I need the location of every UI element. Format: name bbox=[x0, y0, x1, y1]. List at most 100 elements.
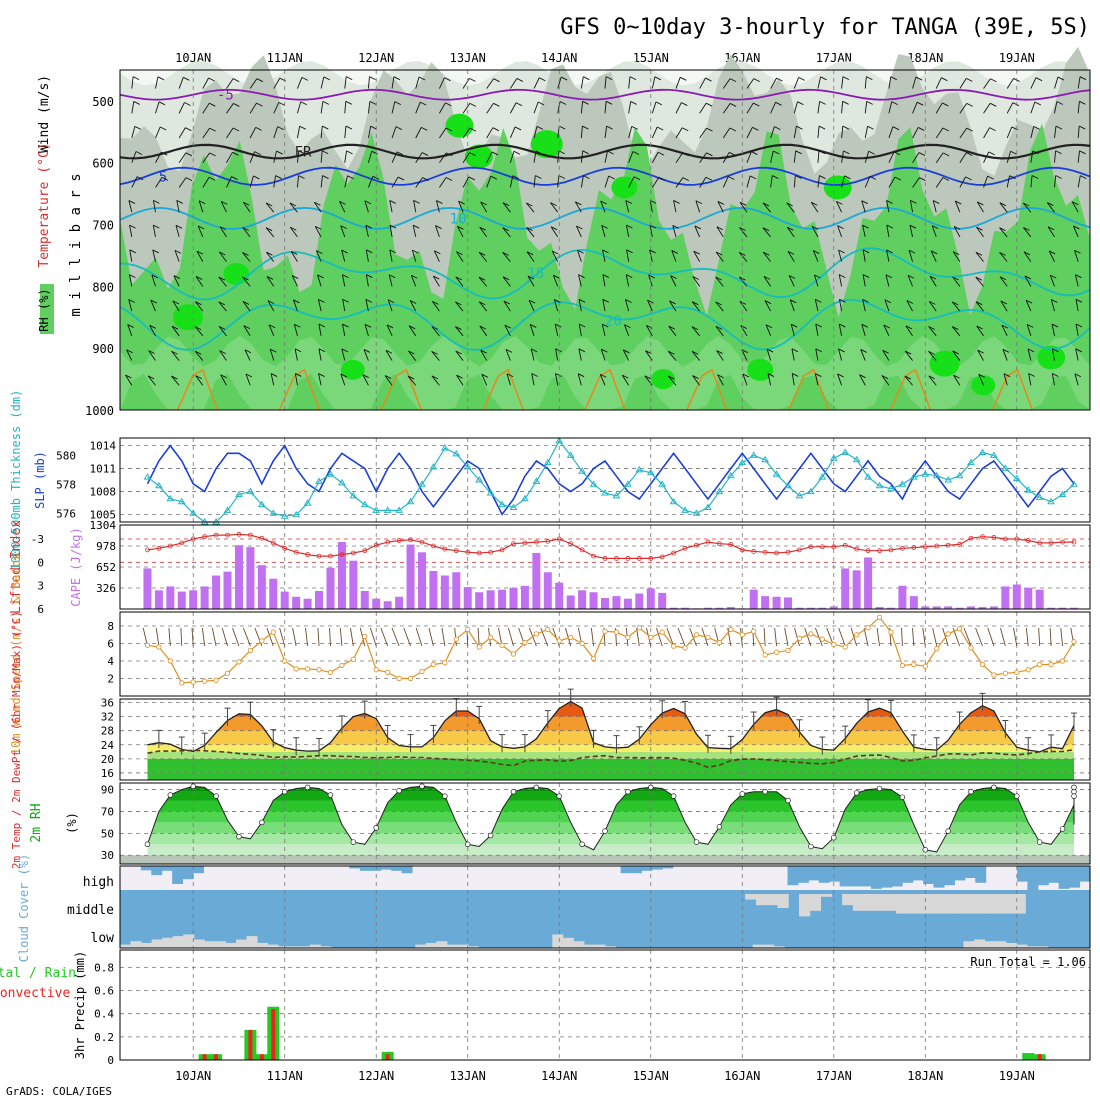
rh-point bbox=[281, 789, 288, 795]
wind-barb bbox=[837, 373, 843, 386]
wind-barb bbox=[604, 150, 608, 163]
wind-barb-flag bbox=[629, 76, 637, 81]
wind-barb-flag bbox=[129, 249, 136, 254]
cape-bar bbox=[886, 607, 895, 609]
rh-tick-50: 50 bbox=[101, 827, 114, 840]
wind-barb-flag bbox=[907, 274, 915, 279]
wind-barb bbox=[600, 200, 606, 213]
wind-barb-flag bbox=[631, 125, 638, 130]
wind-barb bbox=[860, 349, 866, 361]
wind-barb-flag bbox=[1001, 324, 1008, 329]
wind-barb-flag bbox=[322, 175, 329, 179]
wind-barbs bbox=[125, 76, 1087, 386]
wind-speed-point bbox=[865, 625, 871, 631]
cloud-high-cell bbox=[787, 866, 799, 886]
wind-barb-flag bbox=[148, 350, 155, 355]
wind-barb bbox=[601, 225, 606, 238]
wind-barb-flag bbox=[396, 151, 404, 156]
rh-point bbox=[808, 843, 814, 850]
cape-bar bbox=[829, 606, 838, 609]
pressure-tick-600: 600 bbox=[92, 157, 114, 171]
wind-barb-flag bbox=[365, 298, 373, 303]
wind-barb-flag bbox=[195, 350, 202, 355]
wind-barb bbox=[672, 225, 677, 238]
wind-speed-point bbox=[888, 629, 894, 635]
wind-barb-flag bbox=[468, 176, 475, 181]
cloud-middle-gap bbox=[993, 894, 1005, 914]
wind-barb bbox=[864, 176, 871, 188]
date-label-bottom-10jan: 10JAN bbox=[175, 1069, 211, 1083]
wind-barb bbox=[930, 250, 937, 262]
cape-bar bbox=[486, 590, 495, 609]
wind-barb-flag bbox=[607, 150, 614, 155]
cape-bar bbox=[337, 542, 346, 609]
wind-barb-flag bbox=[928, 350, 935, 355]
wind-barb bbox=[344, 150, 347, 163]
cloud-high-cell bbox=[943, 866, 955, 886]
rh-max-blob-9 bbox=[823, 175, 852, 200]
precip-convective-bar bbox=[259, 1054, 264, 1060]
wind-barb-flag bbox=[582, 100, 589, 105]
wind-barb-flag bbox=[729, 103, 737, 107]
wind-barb bbox=[202, 102, 210, 114]
thickness-point bbox=[189, 509, 198, 516]
thickness-point bbox=[372, 506, 381, 513]
cape-bar bbox=[864, 557, 873, 609]
wind-barb-flag bbox=[502, 276, 510, 281]
rh-tick-90: 90 bbox=[101, 784, 114, 797]
wind-barb-flag bbox=[837, 225, 844, 230]
wind-barb-flag bbox=[209, 102, 216, 107]
wind-barb bbox=[411, 249, 417, 262]
wind-barb-flag bbox=[184, 102, 191, 106]
cape-bar bbox=[463, 587, 472, 609]
thickness-point bbox=[589, 480, 598, 487]
cloud-high-cell bbox=[370, 866, 382, 871]
wind-barb-flag bbox=[293, 299, 300, 304]
wind-barb bbox=[313, 202, 322, 213]
wind-barb bbox=[815, 348, 819, 361]
wind-barb-flag bbox=[818, 150, 826, 155]
wind-barb bbox=[762, 251, 771, 262]
wind-barb bbox=[578, 348, 582, 361]
wind-barb bbox=[838, 323, 843, 336]
cloud-frame bbox=[119, 865, 1091, 949]
wind-barb-flag bbox=[786, 202, 793, 207]
wind-barb bbox=[219, 350, 227, 361]
lifted-index-point bbox=[1014, 536, 1020, 542]
surface-wind-barb bbox=[415, 627, 423, 647]
wind-barb bbox=[959, 152, 967, 163]
lifted-index-point bbox=[568, 541, 574, 547]
wind-barb bbox=[391, 176, 399, 188]
wind-barb bbox=[391, 76, 395, 89]
precip-convective-bar bbox=[271, 1009, 276, 1060]
surface-wind-barb bbox=[232, 627, 240, 647]
wind-barb bbox=[600, 348, 606, 361]
lifted-index-point bbox=[716, 541, 722, 547]
cape-bar bbox=[635, 593, 644, 609]
thickness-point bbox=[360, 500, 369, 508]
rh-point bbox=[648, 784, 654, 791]
wind-barb bbox=[320, 175, 323, 188]
chart-title: GFS 0~10day 3-hourly for TANGA (39E, 5S) bbox=[560, 15, 1090, 40]
wind-barb bbox=[344, 76, 347, 89]
wind-barb bbox=[668, 325, 677, 337]
wind-barb-flag bbox=[681, 102, 688, 106]
wind-speed-point bbox=[1002, 670, 1008, 676]
cloud-low-gap bbox=[130, 941, 142, 948]
wind-barb-flag bbox=[976, 226, 983, 231]
wind-barb bbox=[625, 225, 630, 237]
lifted-index-point bbox=[270, 540, 276, 546]
rh-point bbox=[1059, 826, 1066, 832]
wind-barb-flag bbox=[716, 350, 723, 354]
wind-barb-flag bbox=[868, 150, 875, 155]
wind-barb bbox=[651, 152, 659, 163]
wind-barb-flag bbox=[194, 326, 202, 331]
wind-speed-point bbox=[659, 629, 665, 635]
wind-barb-flag bbox=[932, 225, 939, 230]
cloud-low-gap bbox=[172, 936, 184, 948]
wind-barb-flag bbox=[772, 175, 779, 179]
wind-barb bbox=[290, 251, 298, 262]
rh-point bbox=[556, 793, 562, 799]
wind-tick-4: 4 bbox=[107, 655, 114, 668]
wind-barb bbox=[763, 276, 771, 287]
